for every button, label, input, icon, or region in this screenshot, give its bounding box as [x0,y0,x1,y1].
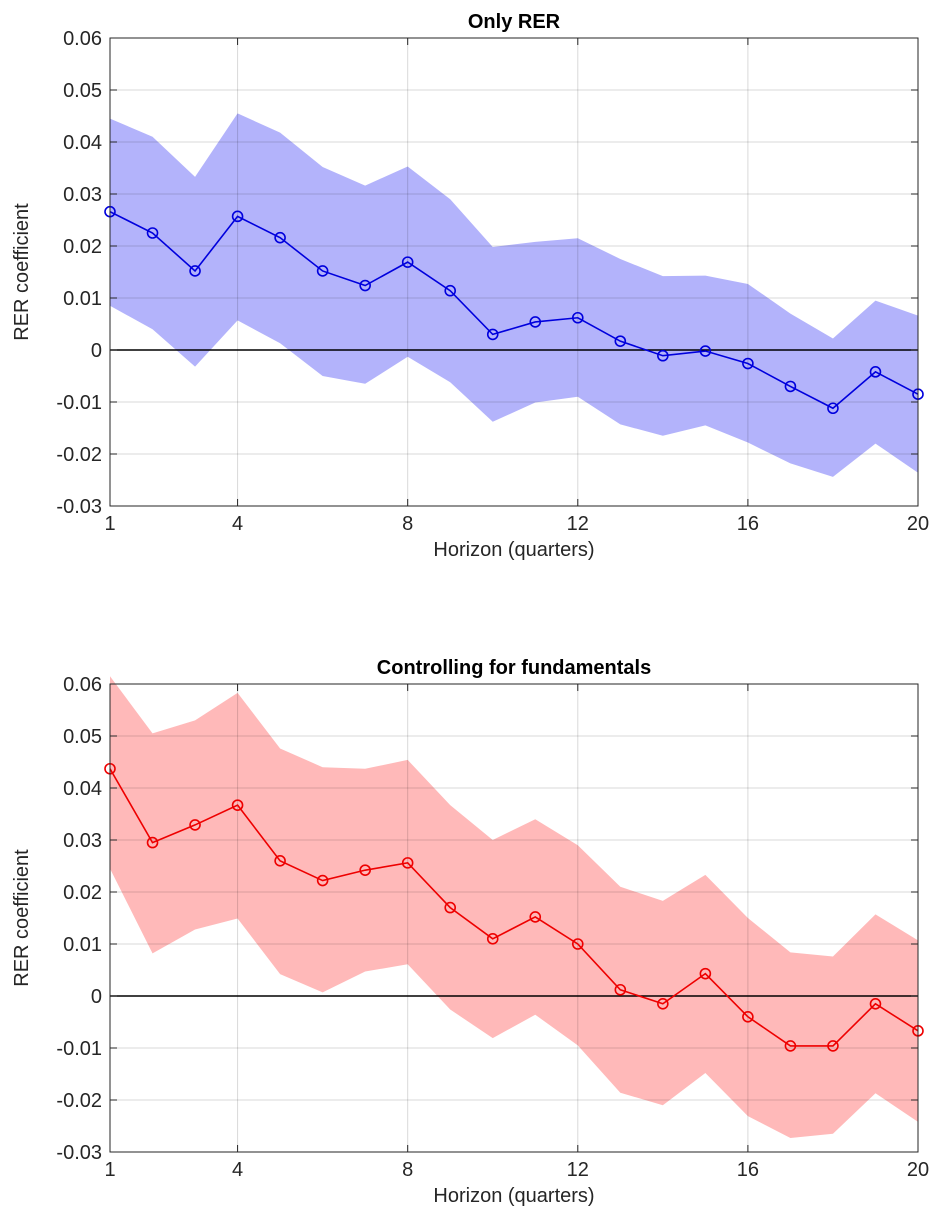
data-point [401,256,414,268]
data-point [486,328,499,341]
confidence-band [110,113,918,477]
y-tick-label: 0 [91,986,102,1008]
y-tick-label: 0.02 [63,236,102,258]
x-tick-label: 12 [567,1159,589,1181]
x-tick-label: 4 [232,513,243,535]
data-point [274,854,286,867]
data-point [189,265,201,277]
data-point [444,901,457,914]
data-point [571,311,584,324]
x-axis-label: Horizon (quarters) [433,1185,594,1207]
x-tick-label: 8 [402,1159,413,1181]
data-point [869,366,882,378]
data-point [359,864,371,876]
y-tick-label: -0.02 [56,444,102,466]
x-tick-label: 1 [104,513,115,535]
data-point [784,1040,797,1052]
data-point [869,997,882,1010]
y-axis-label: RER coefficient [11,203,33,341]
data-point [486,932,499,945]
axes-box [109,683,919,1153]
y-tick-label: 0.06 [63,674,102,696]
data-point [359,279,371,292]
x-tick-label: 12 [567,513,589,535]
data-point [274,231,286,244]
x-tick-label: 16 [737,1159,759,1181]
data-point [614,335,627,347]
y-tick-label: 0.03 [63,184,102,206]
data-point [529,316,542,328]
data-point [699,345,712,357]
y-tick-label: -0.02 [56,1090,102,1112]
confidence-band [110,676,918,1138]
chart-title: Controlling for fundamentals [377,657,651,679]
y-tick-label: -0.01 [56,1038,102,1060]
data-point [742,357,754,370]
data-point [231,799,244,811]
data-point [827,1040,839,1052]
data-point [784,380,797,393]
x-tick-label: 4 [232,1159,243,1181]
series-line [109,768,919,1047]
data-point [316,874,329,887]
data-point [529,911,542,923]
series-line [109,210,919,410]
data-point [571,938,584,950]
chart-panel-1: 1 4 8 12 16 20 -0.03 -0.02 -0.01 0 0.01 0.02 0.03 0.0… [11,11,929,561]
data-point [742,1010,754,1023]
data-point [827,402,839,415]
data-point [657,349,669,362]
y-tick-label: 0.01 [63,288,102,310]
data-point [189,819,201,831]
y-tick-label: -0.03 [56,1142,102,1164]
data-point [146,836,159,849]
y-tick-label: 0.04 [63,132,102,154]
x-tick-label: 8 [402,513,413,535]
y-tick-label: 0 [91,340,102,362]
y-tick-label: 0.06 [63,28,102,50]
y-tick-label: 0.05 [63,80,102,102]
data-point [699,967,712,980]
x-tick-label: 16 [737,513,759,535]
y-tick-label: 0.01 [63,934,102,956]
y-tick-label: 0.05 [63,726,102,748]
y-tick-label: 0.03 [63,830,102,852]
x-tick-label: 1 [104,1159,115,1181]
y-tick-label: 0.02 [63,882,102,904]
x-axis-label: Horizon (quarters) [433,539,594,561]
x-tick-label: 20 [907,1159,929,1181]
x-tick-label: 20 [907,513,929,535]
data-point [146,227,159,239]
data-point [657,997,669,1010]
data-point [614,983,627,996]
data-point [444,284,457,297]
y-tick-label: -0.01 [56,392,102,414]
data-point [316,265,329,277]
chart-title: Only RER [468,11,561,33]
y-axis-label: RER coefficient [11,849,33,987]
chart-panel-2: 1 4 8 12 16 20 -0.03 -0.02 -0.01 0 0.01 0.02 0.03 0.0… [11,657,929,1207]
axes-box [109,37,919,507]
data-point [401,857,414,869]
data-point [231,210,244,223]
y-tick-label: 0.04 [63,778,102,800]
y-tick-label: -0.03 [56,496,102,518]
